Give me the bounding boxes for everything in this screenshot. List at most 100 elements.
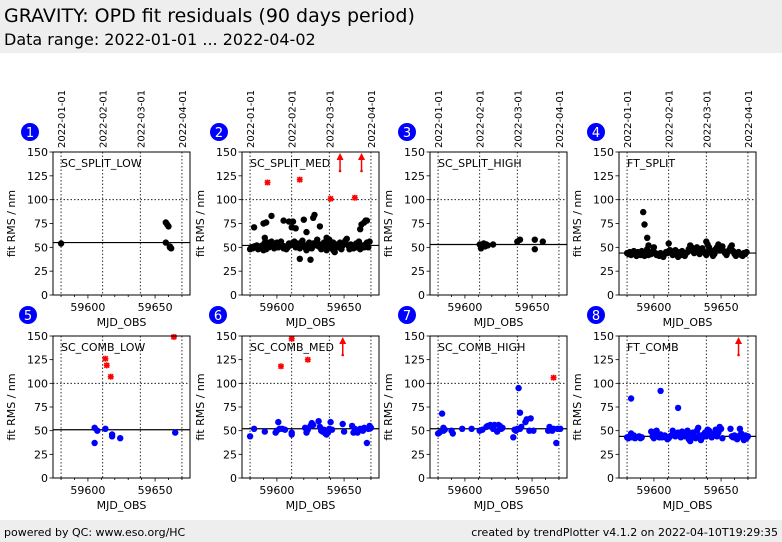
outlier-stroke [264,179,271,186]
grid-group [53,336,190,478]
data-point [711,250,718,258]
data-point [314,236,321,243]
y-tick-label: 150 [404,330,425,343]
x-tick-label: 59600 [636,484,671,497]
data-point [108,433,116,440]
data-point [323,234,330,241]
outlier-marker [550,374,557,381]
data-point [627,395,635,402]
plot-frame [241,335,380,479]
y-axis-label: fit RMS / nm [194,373,207,440]
data-point [728,242,735,249]
panel-number-label: 2 [215,126,223,141]
data-point [657,387,664,395]
data-point [459,425,466,432]
y-tick-label: 50 [600,241,614,254]
y-tick-label: 0 [607,289,614,302]
data-point [531,246,538,253]
y-tick-label: 0 [230,289,237,302]
date-tick-label: 2022-03-01 [513,90,524,148]
panel-title: SC_COMB_MED [250,341,334,354]
panel-number-badge [587,123,605,141]
data-point [638,434,645,441]
y-tick-label: 125 [27,170,48,183]
outlier-stroke [103,362,110,369]
data-point [250,425,258,432]
outlier-stroke [304,356,311,363]
x-tick-label: 59650 [704,484,739,497]
offscale-arrow [339,337,347,357]
y-tick-label: 25 [411,448,425,461]
outlier-stroke [296,176,303,183]
y-tick-label: 150 [593,146,614,159]
panel-title: SC_SPLIT_MED [250,157,330,170]
y-tick-label: 100 [593,377,614,390]
data-point [484,242,491,249]
date-tick-label: 2022-01-01 [246,90,257,148]
data-point [94,427,101,434]
arrow-head [735,337,743,344]
chart-panel: 1 0 25 50 75 100 125 150 59600 59650 MJD_OBS fit RM… [5,90,191,329]
panel-title: FT_COMB [627,341,679,354]
y-tick-label: 50 [223,241,237,254]
panel-number-label: 1 [26,126,34,141]
panel-number-badge [209,306,227,324]
y-tick-label: 125 [27,354,48,367]
outlier-marker [102,355,109,362]
plot-frame [618,151,757,296]
panel-title: SC_SPLIT_HIGH [438,157,522,170]
data-point [515,384,522,392]
y-tick-label: 25 [600,265,614,278]
outlier-marker [170,333,177,340]
data-point [316,223,324,230]
y-tick-label: 125 [216,354,237,367]
data-point [323,247,330,254]
y-tick-label: 100 [593,194,614,207]
y-tick-label: 100 [404,194,425,207]
y-axis-label: fit RMS / nm [571,373,584,440]
x-tick-label: 59650 [138,484,173,497]
data-point [727,425,734,432]
y-tick-label: 100 [216,377,237,390]
data-point [644,234,651,241]
outlier-stroke [170,333,177,340]
y-tick-label: 50 [34,425,48,438]
data-point [315,418,322,425]
data-point [719,435,726,442]
date-tick-label: 2022-02-01 [476,90,487,148]
date-tick-label: 2022-03-01 [702,90,713,148]
data-point [489,241,497,248]
data-point [645,242,652,249]
date-tick-label: 2022-01-01 [57,90,68,148]
outlier-stroke [277,363,284,370]
x-tick-label: 59650 [327,484,362,497]
data-point [367,424,375,431]
arrow-base [338,169,342,173]
arrow-head [358,153,366,160]
y-tick-label: 0 [41,289,48,302]
footer: powered by QC: www.eso.org/HC created by… [0,520,782,542]
y-tick-label: 50 [223,425,237,438]
offscale-arrow [358,153,366,173]
outlier-marker [264,179,271,186]
data-point [449,430,456,437]
grid-group [430,336,567,478]
data-point [684,427,691,434]
chart-panel: 4 0 25 50 75 100 125 150 59600 59650 MJD_OBS fit RM… [571,90,757,329]
date-tick-label: 2022-01-01 [434,90,445,148]
header: GRAVITY: OPD fit residuals (90 days peri… [0,0,782,53]
data-point [303,228,310,236]
y-tick-label: 25 [411,265,425,278]
data-point [311,211,318,219]
chart-panel: 3 0 25 50 75 100 125 150 59600 59650 MJD_OBS fit RM… [382,90,568,329]
x-tick-label: 59600 [70,484,105,497]
x-tick-label: 59650 [515,301,550,314]
panel-title: SC_SPLIT_LOW [61,157,142,170]
x-axis-label: MJD_OBS [286,499,336,512]
outlier-stroke [550,374,557,381]
arrow-head [339,337,347,344]
data-point [162,239,169,246]
data-point [339,420,346,428]
y-tick-label: 150 [216,330,237,343]
